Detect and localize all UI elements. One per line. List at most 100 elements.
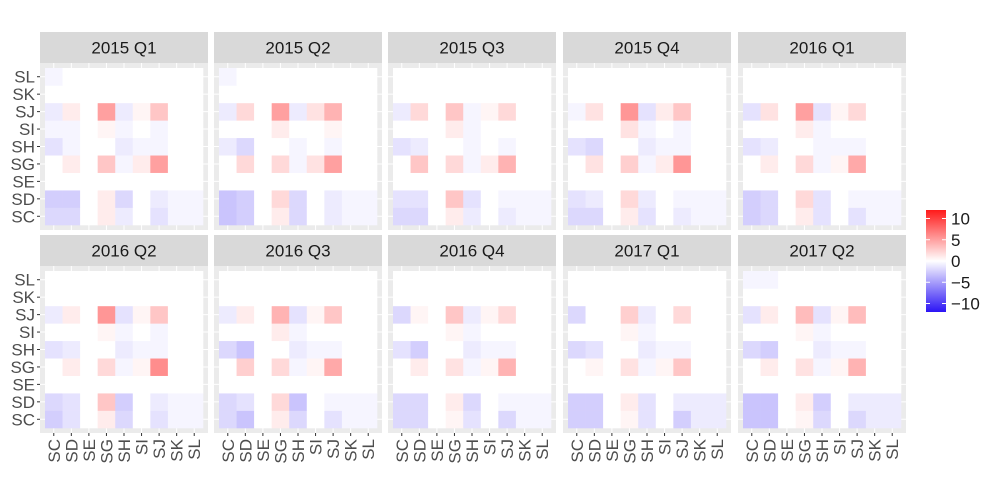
heatmap-cell	[620, 288, 639, 307]
heatmap-cell	[236, 68, 255, 86]
heatmap-cell	[480, 323, 499, 342]
heatmap-cell	[813, 207, 832, 226]
heatmap-cell	[254, 172, 272, 191]
heatmap-cell	[45, 375, 63, 394]
heatmap-cell	[185, 410, 204, 429]
heatmap-cell	[673, 340, 692, 359]
facet-panel: 2016 Q1	[738, 32, 906, 230]
heatmap-cell	[324, 288, 343, 307]
heatmap-cell	[132, 68, 151, 86]
heatmap-cell	[132, 340, 151, 359]
heatmap-cell	[271, 137, 290, 156]
heatmap-cell	[778, 137, 796, 156]
heatmap-cell	[115, 85, 134, 104]
heatmap-cell	[97, 68, 116, 86]
heatmap-cell	[428, 358, 446, 376]
heatmap-cell	[428, 137, 446, 156]
heatmap-cell	[271, 102, 290, 121]
heatmap-cell	[289, 340, 308, 359]
heatmap-cell	[132, 120, 151, 139]
heatmap-cell	[498, 207, 517, 226]
heatmap-cell	[778, 271, 796, 289]
heatmap-cell	[865, 305, 884, 324]
heatmap-cell	[393, 120, 411, 139]
heatmap-cell	[341, 85, 360, 104]
x-tick-label: SD	[62, 439, 81, 463]
heatmap-cell	[795, 288, 814, 307]
heatmap-cell	[271, 155, 290, 173]
heatmap-cell	[445, 358, 464, 376]
heatmap-cell	[778, 393, 796, 411]
heatmap-cell	[341, 375, 360, 394]
facet-panel: 2015 Q4	[563, 32, 731, 230]
heatmap-cell	[498, 85, 517, 104]
heatmap-cell	[271, 340, 290, 359]
heatmap-cell	[45, 271, 63, 289]
heatmap-cell	[743, 323, 761, 342]
heatmap-cell	[480, 358, 499, 376]
heatmap-cell	[708, 102, 727, 121]
heatmap-cell	[533, 85, 552, 104]
heatmap-cell	[778, 323, 796, 342]
heatmap-cell	[620, 207, 639, 226]
heatmap-cell	[97, 85, 116, 104]
heatmap-cell	[324, 305, 343, 324]
heatmap-cell	[150, 155, 169, 173]
x-tick-label: SC	[219, 439, 238, 463]
heatmap-cell	[306, 137, 325, 156]
x-tick-label: SD	[236, 439, 255, 463]
heatmap-cell	[568, 68, 586, 86]
heatmap-cell	[690, 207, 709, 226]
heatmap-cell	[533, 172, 552, 191]
heatmap-cell	[445, 155, 464, 173]
heatmap-cell	[45, 340, 63, 359]
heatmap-cell	[393, 288, 411, 307]
facet-strip	[40, 32, 208, 63]
heatmap-cell	[515, 137, 534, 156]
heatmap-cell	[289, 172, 308, 191]
heatmap-cell	[132, 358, 151, 376]
x-tick-label: SE	[603, 439, 622, 462]
heatmap-cell	[585, 323, 604, 342]
facet-strip	[563, 235, 731, 266]
heatmap-cell	[638, 393, 657, 411]
heatmap-cell	[778, 172, 796, 191]
heatmap-cell	[150, 120, 169, 139]
x-tick-label: SG	[97, 439, 116, 464]
heatmap-cell	[813, 120, 832, 139]
heatmap-cell	[445, 271, 464, 289]
heatmap-cell	[655, 323, 674, 342]
heatmap-cell	[393, 410, 411, 429]
heatmap-cell	[289, 120, 308, 139]
heatmap-cell	[603, 410, 621, 429]
heatmap-cell	[760, 375, 779, 394]
heatmap-cell	[708, 271, 727, 289]
heatmap-cell	[515, 375, 534, 394]
heatmap-cell	[690, 288, 709, 307]
heatmap-cell	[795, 155, 814, 173]
heatmap-cell	[97, 102, 116, 121]
heatmap-cell	[150, 323, 169, 342]
heatmap-cell	[673, 305, 692, 324]
heatmap-cell	[830, 410, 849, 429]
heatmap-cell	[673, 102, 692, 121]
heatmap-cell	[97, 207, 116, 226]
heatmap-cell	[306, 323, 325, 342]
heatmap-cell	[760, 305, 779, 324]
facet-strip-label: 2017 Q1	[614, 242, 679, 261]
heatmap-cell	[150, 358, 169, 376]
heatmap-cell	[655, 271, 674, 289]
heatmap-cell	[883, 172, 902, 191]
heatmap-cell	[97, 393, 116, 411]
heatmap-cell	[80, 102, 98, 121]
heatmap-cell	[673, 155, 692, 173]
heatmap-cell	[795, 85, 814, 104]
heatmap-cell	[428, 393, 446, 411]
heatmap-cell	[760, 410, 779, 429]
heatmap-cell	[80, 410, 98, 429]
legend-label: −5	[951, 273, 970, 292]
heatmap-cell	[760, 271, 779, 289]
heatmap-cell	[463, 323, 482, 342]
heatmap-cell	[760, 323, 779, 342]
heatmap-cell	[463, 120, 482, 139]
